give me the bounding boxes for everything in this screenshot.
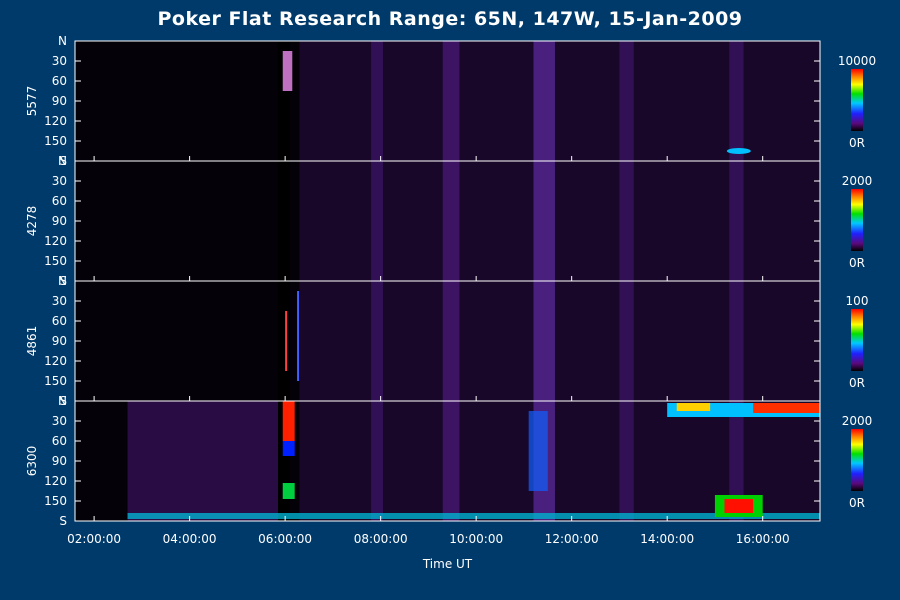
- y-tick-label: 120: [44, 354, 67, 368]
- north-band-core: [676, 403, 711, 411]
- y-tick-label: 150: [44, 374, 67, 388]
- colorbar-max-label: 100: [846, 294, 869, 308]
- y-tick-label: 120: [44, 474, 67, 488]
- data-gap: [277, 281, 290, 401]
- colorbar-max-label: 2000: [842, 414, 873, 428]
- panel-4861: [74, 280, 821, 402]
- emission-streak: [442, 161, 460, 281]
- blue-segment: [282, 441, 295, 456]
- x-tick-label: 06:00:00: [258, 532, 312, 546]
- x-tick-label: 12:00:00: [545, 532, 599, 546]
- x-tick-label: 14:00:00: [640, 532, 694, 546]
- colorbar: [851, 309, 863, 371]
- emission-streak: [619, 281, 634, 401]
- emission-streak: [729, 281, 744, 401]
- x-tick-label: 02:00:00: [67, 532, 121, 546]
- y-tick-label: 60: [52, 74, 67, 88]
- emission-streak: [371, 161, 384, 281]
- y-tick-label: S: [59, 394, 67, 408]
- x-tick-label: 16:00:00: [736, 532, 790, 546]
- y-tick-label: 30: [52, 54, 67, 68]
- panel-label: 5577: [25, 86, 39, 117]
- bright-arc-north: [282, 401, 295, 441]
- x-tick-label: 04:00:00: [163, 532, 217, 546]
- emission-streak: [729, 161, 744, 281]
- emission-streak: [533, 281, 555, 401]
- emission-streak: [533, 161, 555, 281]
- dark-region: [75, 161, 300, 281]
- colorbar: [851, 69, 863, 131]
- y-tick-label: N: [58, 274, 67, 288]
- bright-streak: [528, 411, 548, 491]
- data-gap: [277, 41, 290, 161]
- dark-region: [75, 41, 300, 161]
- y-tick-label: 120: [44, 114, 67, 128]
- sky-glow: [127, 401, 278, 521]
- colorbar-max-label: 2000: [842, 174, 873, 188]
- y-tick-label: S: [59, 274, 67, 288]
- y-tick-label: 120: [44, 234, 67, 248]
- emission-streak: [442, 41, 460, 161]
- panel-label: 4278: [25, 206, 39, 237]
- y-tick-label: 90: [52, 454, 67, 468]
- y-tick-label: 150: [44, 494, 67, 508]
- y-tick-label: 150: [44, 254, 67, 268]
- colorbar-min-label: 0R: [849, 376, 865, 390]
- panel-4278: [74, 160, 821, 282]
- emission-streak: [442, 401, 460, 521]
- y-tick-label: 60: [52, 434, 67, 448]
- y-tick-label: 90: [52, 94, 67, 108]
- emission-streak: [729, 41, 744, 161]
- green-segment: [282, 483, 295, 499]
- emission-streak: [619, 161, 634, 281]
- y-tick-label: N: [58, 394, 67, 408]
- y-tick-label: 90: [52, 334, 67, 348]
- y-tick-label: 60: [52, 194, 67, 208]
- y-tick-label: 30: [52, 294, 67, 308]
- bright-feature: [282, 51, 293, 91]
- panel-label: 4861: [25, 326, 39, 357]
- y-tick-label: 30: [52, 414, 67, 428]
- x-tick-label: 10:00:00: [449, 532, 503, 546]
- south-blob-core: [724, 499, 754, 513]
- bright-pixel-column: [285, 311, 288, 371]
- y-tick-label: 150: [44, 134, 67, 148]
- y-tick-label: S: [59, 514, 67, 528]
- emission-streak: [619, 41, 634, 161]
- data-gap: [277, 401, 290, 521]
- colorbar: [851, 189, 863, 251]
- dark-region: [75, 281, 300, 401]
- y-tick-label: 60: [52, 314, 67, 328]
- colorbar-max-label: 10000: [838, 54, 876, 68]
- panel-5577: [74, 40, 821, 162]
- colorbar-min-label: 0R: [849, 136, 865, 150]
- north-band-hot: [753, 403, 820, 413]
- panel-6300: [74, 400, 821, 522]
- x-tick-label: 08:00:00: [354, 532, 408, 546]
- data-gap: [277, 161, 290, 281]
- emission-streak: [371, 281, 384, 401]
- y-tick-label: 90: [52, 214, 67, 228]
- emission-streak: [442, 281, 460, 401]
- emission-streak: [371, 41, 384, 161]
- panel-label: 6300: [25, 446, 39, 477]
- bright-pixel-column: [297, 291, 300, 381]
- y-tick-label: 30: [52, 174, 67, 188]
- x-axis-label: Time UT: [422, 557, 473, 571]
- emission-streak: [619, 401, 634, 521]
- emission-streak: [371, 401, 384, 521]
- page-title: Poker Flat Research Range: 65N, 147W, 15…: [157, 8, 743, 30]
- y-tick-label: N: [58, 34, 67, 48]
- south-horizon-band: [127, 513, 821, 519]
- y-tick-label: S: [59, 154, 67, 168]
- emission-streak: [533, 41, 555, 161]
- emission-streak: [729, 401, 744, 521]
- colorbar: [851, 429, 863, 491]
- south-spot: [726, 148, 751, 154]
- colorbar-min-label: 0R: [849, 256, 865, 270]
- y-tick-label: N: [58, 154, 67, 168]
- colorbar-min-label: 0R: [849, 496, 865, 510]
